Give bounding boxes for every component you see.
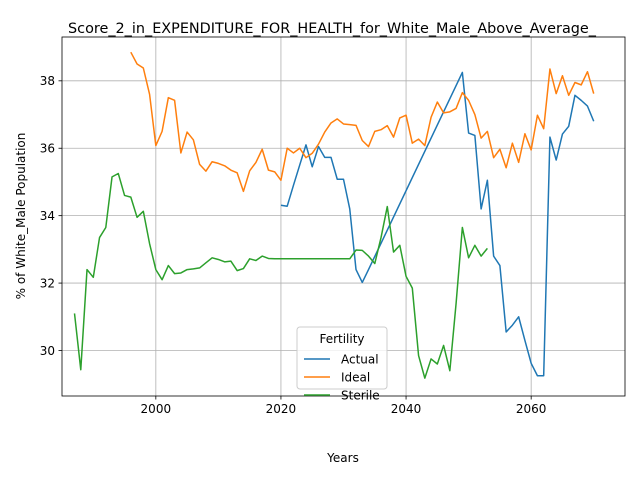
legend-label-actual: Actual <box>341 352 379 366</box>
legend-label-sterile: Sterile <box>341 388 380 402</box>
y-axis-label: % of White_Male Population <box>14 133 28 300</box>
legend-label-ideal: Ideal <box>341 370 370 384</box>
legend-box <box>296 326 388 390</box>
x-tick-label: 2060 <box>516 402 547 416</box>
legend-entries: Actual Ideal Sterile <box>304 352 380 402</box>
plot-frame <box>61 36 626 397</box>
y-tick-label: 30 <box>40 344 55 358</box>
series-lines <box>73 51 595 379</box>
series-line-sterile <box>73 172 488 379</box>
chart-title: Score_2_in_EXPENDITURE_FOR_HEALTH_for_Wh… <box>68 21 597 37</box>
legend: Fertility Actual Ideal Sterile <box>296 326 388 402</box>
y-tick-label: 34 <box>40 209 55 223</box>
y-tick-label: 32 <box>40 276 55 290</box>
x-tick-label: 2000 <box>141 402 172 416</box>
y-tick-label: 38 <box>40 74 55 88</box>
y-tick-label: 36 <box>40 142 55 156</box>
x-axis-label: Years <box>326 451 359 465</box>
legend-title: Fertility <box>319 332 364 346</box>
series-line-ideal <box>130 51 595 193</box>
series-line-actual <box>280 71 595 377</box>
y-axis: 30 32 34 36 38 <box>40 74 62 358</box>
x-tick-label: 2020 <box>266 402 297 416</box>
x-axis: 2000 2020 2040 2060 <box>141 396 547 416</box>
x-tick-label: 2040 <box>391 402 422 416</box>
